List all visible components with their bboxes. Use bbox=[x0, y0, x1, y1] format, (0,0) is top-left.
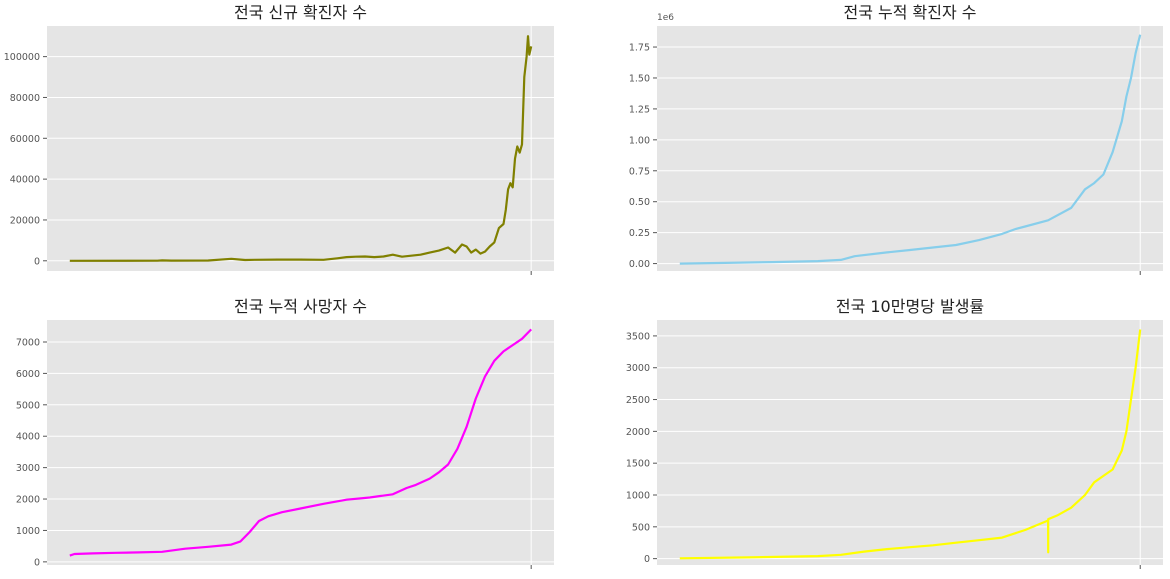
y-tick-label: 1.00 bbox=[629, 135, 650, 146]
y-tick-label: 0 bbox=[34, 256, 40, 267]
series-line bbox=[69, 35, 533, 262]
y-tick-label: 0 bbox=[644, 554, 650, 565]
chart-cumulative-deaths: 전국 누적 사망자 수 0 1000 2000 3000 4000 5000 6000 7000 bbox=[16, 297, 554, 569]
y-tick-label: 2500 bbox=[626, 395, 650, 406]
chart-title: 전국 누적 확진자 수 bbox=[843, 3, 976, 22]
y-tick-label: 3000 bbox=[16, 463, 40, 474]
y-tick-label: 1.50 bbox=[629, 73, 650, 84]
y-offset-label: 1e6 bbox=[657, 13, 674, 23]
series-line bbox=[679, 34, 1142, 265]
y-tick-label: 0.00 bbox=[629, 259, 650, 270]
chart-title: 전국 10만명당 발생률 bbox=[836, 297, 984, 316]
y-tick-label: 6000 bbox=[16, 369, 40, 380]
plot-background bbox=[47, 26, 554, 271]
chart-new-cases: 전국 신규 확진자 수 0 20000 40000 60000 80000 100000 bbox=[4, 3, 554, 275]
y-tick-label: 5000 bbox=[16, 400, 40, 411]
y-tick-label: 0.25 bbox=[629, 228, 650, 239]
series-line bbox=[69, 328, 532, 557]
y-tick-label: 60000 bbox=[10, 134, 40, 145]
y-tick-label: 40000 bbox=[10, 175, 40, 186]
y-tick-label: 2000 bbox=[16, 495, 40, 506]
y-tick-label: 0.50 bbox=[629, 197, 650, 208]
y-tick-label: 1500 bbox=[626, 459, 650, 470]
y-tick-label: 7000 bbox=[16, 337, 40, 348]
chart-title: 전국 누적 사망자 수 bbox=[234, 297, 367, 316]
y-tick-label: 1000 bbox=[626, 491, 650, 502]
chart-title: 전국 신규 확진자 수 bbox=[234, 3, 367, 22]
y-tick-label: 4000 bbox=[16, 432, 40, 443]
series-line bbox=[679, 329, 1142, 560]
y-tick-label: 1000 bbox=[16, 526, 40, 537]
plot-background bbox=[657, 320, 1163, 565]
plot-background bbox=[657, 26, 1163, 271]
y-tick-label: 500 bbox=[632, 522, 650, 533]
y-tick-label: 1.75 bbox=[629, 43, 650, 54]
chart-cumulative-cases: 전국 누적 확진자 수 1e6 0.00 0.25 0.50 0.75 1.00 1.25 1.… bbox=[629, 3, 1163, 275]
y-tick-label: 0.75 bbox=[629, 166, 650, 177]
chart-incidence-rate: 전국 10만명당 발생률 0 500 1000 1500 2000 2500 3000 3500 bbox=[626, 297, 1163, 569]
y-tick-label: 20000 bbox=[10, 215, 40, 226]
y-tick-label: 3000 bbox=[626, 363, 650, 374]
y-tick-label: 1.25 bbox=[629, 104, 650, 115]
y-tick-label: 0 bbox=[34, 557, 40, 568]
y-tick-label: 3500 bbox=[626, 331, 650, 342]
y-tick-label: 80000 bbox=[10, 93, 40, 104]
plot-background bbox=[47, 320, 554, 565]
y-tick-label: 2000 bbox=[626, 427, 650, 438]
y-tick-label: 100000 bbox=[4, 52, 40, 63]
